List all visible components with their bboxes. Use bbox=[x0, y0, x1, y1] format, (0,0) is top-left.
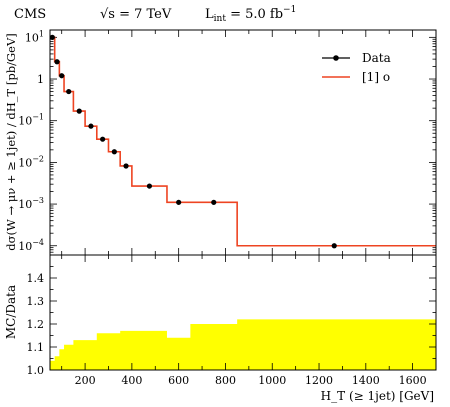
x-tick-label: 400 bbox=[121, 374, 142, 387]
x-tick-label: 800 bbox=[215, 374, 236, 387]
ratio-y-tick-label: 1.0 bbox=[27, 364, 45, 377]
main-y-tick-label: 10−4 bbox=[18, 238, 44, 253]
legend: Data [1] o bbox=[322, 51, 391, 84]
ratio-y-tick-label: 1.4 bbox=[27, 272, 45, 285]
x-tick-label: 1400 bbox=[352, 374, 380, 387]
data-point bbox=[176, 199, 182, 205]
data-point bbox=[100, 136, 106, 142]
data-point bbox=[211, 199, 217, 205]
energy-label: √s = 7 TeV bbox=[100, 7, 172, 22]
main-y-tick-exp: 1 bbox=[39, 29, 44, 38]
ratio-y-axis-title: MC/Data bbox=[4, 285, 18, 339]
lumi-sub: int bbox=[214, 14, 227, 24]
main-y-tick-label: 10−3 bbox=[18, 196, 44, 211]
data-point bbox=[331, 243, 337, 249]
data-point bbox=[123, 163, 129, 169]
x-tick-label: 1200 bbox=[305, 374, 333, 387]
main-y-tick-base: 10 bbox=[18, 115, 32, 128]
lumi-value: = 5.0 fb bbox=[226, 7, 283, 22]
data-point bbox=[88, 123, 94, 129]
lumi-symbol: L bbox=[205, 7, 214, 22]
main-y-tick-base: 1 bbox=[37, 73, 44, 86]
data-point bbox=[111, 149, 117, 155]
ratio-y-tick-label: 1.1 bbox=[27, 341, 45, 354]
ratio-y-tick-label: 1.3 bbox=[27, 295, 45, 308]
data-point bbox=[76, 108, 82, 114]
main-y-tick-label: 10−1 bbox=[18, 113, 44, 128]
ratio-frame bbox=[49, 254, 437, 371]
series-model-step bbox=[50, 36, 436, 247]
ratio-band bbox=[50, 319, 436, 370]
main-y-tick-exp: −1 bbox=[32, 113, 44, 122]
experiment-label: CMS bbox=[14, 7, 46, 22]
x-tick-label: 600 bbox=[168, 374, 189, 387]
main-y-tick-base: 10 bbox=[18, 156, 32, 169]
data-point bbox=[49, 34, 55, 40]
data-point bbox=[66, 88, 72, 95]
data-point bbox=[54, 59, 60, 65]
x-tick-label: 1000 bbox=[258, 374, 286, 387]
main-y-tick-label: 10−2 bbox=[18, 154, 44, 169]
main-y-tick-base: 10 bbox=[18, 240, 32, 253]
legend-data-marker bbox=[333, 55, 339, 61]
data-point bbox=[59, 73, 65, 79]
main-y-tick-label: 101 bbox=[25, 29, 44, 44]
main-y-tick-exp: −4 bbox=[32, 238, 44, 247]
lumi-label: Lint = 5.0 fb−1 bbox=[205, 5, 296, 24]
legend-model-label: [1] o bbox=[362, 70, 390, 84]
legend-data-label: Data bbox=[362, 51, 391, 65]
main-y-axis-title: dσ(W → μν + ≥ 1jet) / dH_T [pb/GeV] bbox=[4, 33, 18, 250]
data-point bbox=[146, 183, 153, 189]
ratio-y-tick-label: 1.2 bbox=[27, 318, 45, 331]
main-y-tick-base: 10 bbox=[18, 198, 32, 211]
x-tick-label: 200 bbox=[75, 374, 96, 387]
main-y-tick-exp: −3 bbox=[32, 196, 44, 205]
x-tick-label: 1600 bbox=[399, 374, 427, 387]
x-axis-title: H_T (≥ 1jet) [GeV] bbox=[321, 389, 434, 403]
main-y-tick-exp: −2 bbox=[32, 154, 44, 163]
ratio-panel: 1.0 1.1 1.2 1.3 1.4 200 400 600 800 1000 1200 1400… bbox=[27, 254, 437, 387]
main-y-tick-label: 1 bbox=[37, 73, 44, 86]
lumi-sup: −1 bbox=[283, 5, 296, 15]
main-y-tick-base: 10 bbox=[25, 31, 39, 44]
